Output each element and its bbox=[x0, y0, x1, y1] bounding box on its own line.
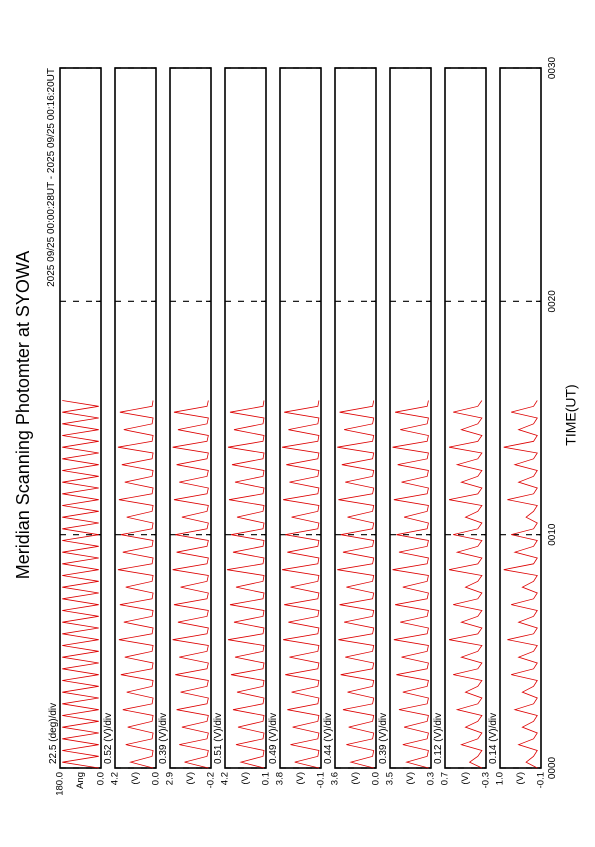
panel-unit: (V) bbox=[185, 772, 196, 785]
panel-scale: 0.14 (V)/div bbox=[488, 713, 499, 764]
signal-line bbox=[172, 400, 209, 769]
panel-frame bbox=[444, 67, 487, 769]
panel-frame bbox=[499, 67, 542, 769]
panel-unit: Ang bbox=[75, 772, 86, 789]
y-tick-label: 0.0 bbox=[96, 772, 107, 785]
panel-unit: (V) bbox=[350, 772, 361, 785]
y-tick-label: -0.3 bbox=[481, 772, 492, 788]
signal-line bbox=[282, 400, 320, 769]
panel-scale: 22.5 (deg)/div bbox=[48, 703, 59, 764]
y-tick-label: 3.5 bbox=[385, 772, 396, 785]
y-tick-label: 4.2 bbox=[110, 772, 121, 785]
panel-unit: (V) bbox=[130, 772, 141, 785]
panel-frame bbox=[59, 67, 102, 769]
panel-frame bbox=[224, 67, 267, 769]
x-tick-label: 0000 bbox=[547, 756, 558, 779]
panel-unit: (V) bbox=[295, 772, 306, 785]
x-tick-label: 0010 bbox=[547, 523, 558, 546]
y-tick-label: 2.9 bbox=[165, 772, 176, 785]
y-tick-label: 4.2 bbox=[220, 772, 231, 785]
y-tick-label: -0.2 bbox=[206, 772, 217, 788]
panel-frame bbox=[114, 67, 157, 769]
panel-scale: 0.12 (V)/div bbox=[433, 713, 444, 764]
panel-unit: (V) bbox=[515, 772, 526, 785]
panel-frame bbox=[169, 67, 212, 769]
y-tick-label: -0.1 bbox=[316, 772, 327, 788]
signal-line bbox=[62, 400, 99, 769]
signal-line bbox=[503, 400, 538, 769]
plot-area: Meridian Scanning Photomter at SYOWA TIM… bbox=[13, 56, 579, 795]
signal-line bbox=[392, 400, 429, 769]
signal-line bbox=[337, 400, 375, 769]
y-tick-label: 180.0 bbox=[55, 772, 66, 796]
y-tick-label: 1.0 bbox=[495, 772, 506, 785]
y-tick-label: 0.7 bbox=[440, 772, 451, 785]
signal-line bbox=[226, 400, 265, 769]
y-tick-label: 0.1 bbox=[261, 772, 272, 785]
panel-frame bbox=[334, 67, 377, 769]
y-tick-label: 0.3 bbox=[426, 772, 437, 785]
x-axis-label: TIME(UT) bbox=[563, 384, 579, 445]
panel-scale: 0.39 (V)/div bbox=[158, 713, 169, 764]
panel-unit: (V) bbox=[460, 772, 471, 785]
y-tick-label: 0.0 bbox=[151, 772, 162, 785]
x-tick-label: 0030 bbox=[547, 56, 558, 79]
panel-unit: (V) bbox=[240, 772, 251, 785]
signal-line bbox=[449, 400, 483, 769]
x-tick-label: 0020 bbox=[547, 290, 558, 313]
panel-unit: (V) bbox=[405, 772, 416, 785]
panel-scale: 0.51 (V)/div bbox=[213, 713, 224, 764]
panel-frame bbox=[389, 67, 432, 769]
chart-title: Meridian Scanning Photomter at SYOWA bbox=[13, 251, 33, 579]
panel-scale: 0.39 (V)/div bbox=[378, 713, 389, 764]
y-tick-label: 3.8 bbox=[275, 772, 286, 785]
y-tick-label: 0.0 bbox=[371, 772, 382, 785]
panel-scale: 0.44 (V)/div bbox=[323, 713, 334, 764]
panel-scale: 0.49 (V)/div bbox=[268, 713, 279, 764]
panel-frame bbox=[279, 67, 322, 769]
time-range: 2025 09/25 00:00:28UT - 2025 09/25 00:16… bbox=[46, 68, 57, 287]
panel-scale: 0.52 (V)/div bbox=[103, 713, 114, 764]
y-tick-label: 3.6 bbox=[330, 772, 341, 785]
y-tick-label: -0.1 bbox=[536, 772, 547, 788]
signal-line bbox=[117, 400, 154, 769]
